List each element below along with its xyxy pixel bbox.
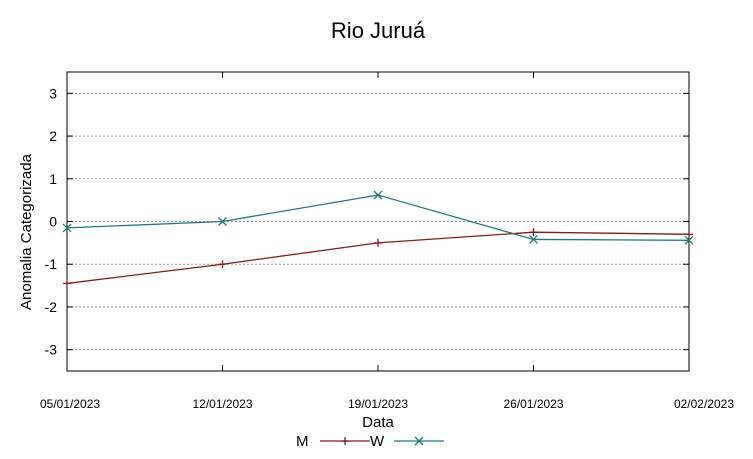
y-tick-label: -2 [45, 299, 58, 315]
legend-marker-W [414, 436, 424, 446]
marker-stroke [373, 190, 383, 200]
y-tick-label: 2 [49, 128, 57, 144]
data-point-M [374, 238, 382, 247]
series-group [62, 190, 694, 288]
y-tick-label: 3 [49, 85, 57, 101]
legend-label-W: W [370, 433, 385, 450]
x-tick-label: 12/01/2023 [192, 397, 252, 411]
x-tick-label: 05/01/2023 [40, 397, 100, 411]
x-axis-label: Data [362, 414, 394, 431]
data-point-M [218, 260, 227, 269]
y-tick-label: -3 [45, 342, 58, 358]
marker-stroke [62, 223, 72, 233]
data-point-M [685, 230, 693, 239]
x-tick-label: 19/01/2023 [348, 397, 408, 411]
data-point-W [373, 190, 383, 200]
marker-stroke [414, 436, 424, 446]
data-point-W [529, 234, 538, 244]
y-tick-label: 0 [49, 214, 57, 230]
grid [67, 92, 689, 351]
legend-marker-M [341, 437, 349, 445]
x-tick-label: 02/02/2023 [674, 397, 734, 411]
y-tick-label: 1 [49, 171, 57, 187]
x-tick-label: 26/01/2023 [503, 397, 563, 411]
marker-stroke [684, 235, 694, 245]
data-point-W [62, 223, 72, 233]
data-point-W [684, 235, 694, 245]
y-axis-ticks: 3 2 1 0 -1 -2 -3 [45, 85, 689, 358]
marker-stroke [529, 234, 538, 244]
chart-title: Rio Juruá [331, 18, 426, 43]
y-tick-label: -1 [45, 256, 58, 272]
legend-label-M: M [296, 433, 309, 450]
y-axis-label: Anomalia Categorizada [18, 153, 35, 310]
marker-stroke [218, 217, 227, 226]
x-axis-ticks: 05/01/2023 12/01/2023 19/01/2023 26/01/2023… [40, 72, 734, 411]
data-point-M [63, 279, 71, 288]
data-point-M [529, 228, 538, 237]
data-point-W [218, 217, 227, 226]
